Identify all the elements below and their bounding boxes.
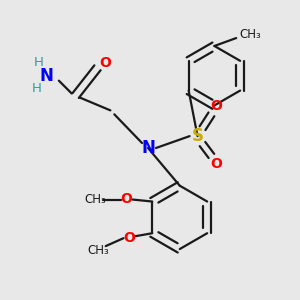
Text: S: S <box>192 127 204 145</box>
Text: H: H <box>32 82 42 95</box>
Text: O: O <box>121 191 132 206</box>
Text: N: N <box>39 67 53 85</box>
Text: H: H <box>34 56 44 69</box>
Text: CH₃: CH₃ <box>87 244 109 256</box>
Text: N: N <box>141 139 155 157</box>
Text: CH₃: CH₃ <box>84 193 106 206</box>
Text: O: O <box>210 157 222 171</box>
Text: O: O <box>124 231 135 245</box>
Text: O: O <box>210 99 222 113</box>
Text: O: O <box>100 56 111 70</box>
Text: CH₃: CH₃ <box>239 28 261 40</box>
